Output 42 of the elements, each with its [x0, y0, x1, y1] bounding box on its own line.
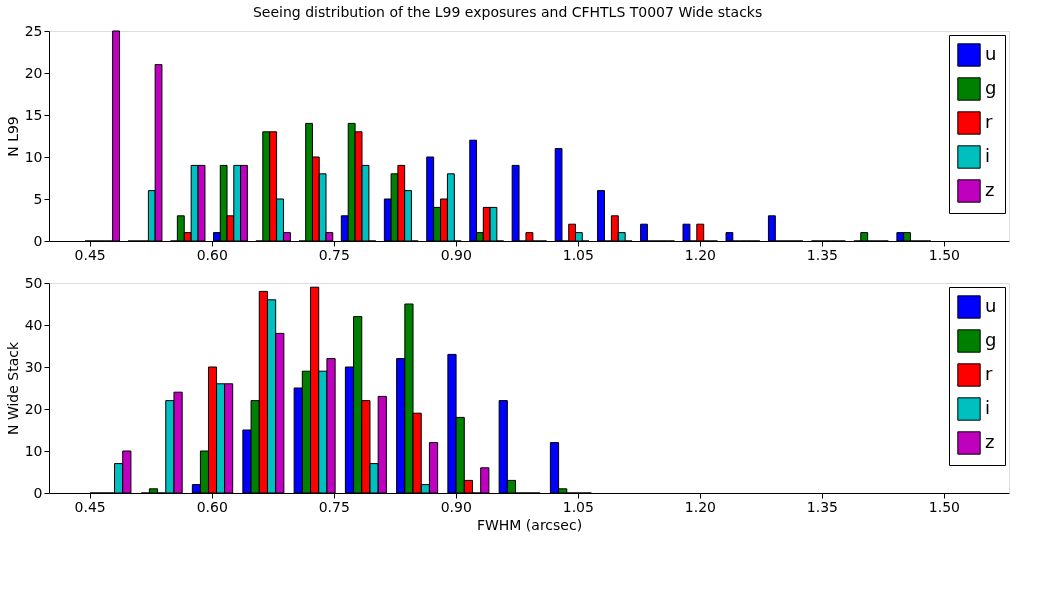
legend-label: z: [985, 431, 995, 452]
y-tick-label: 30: [24, 358, 43, 375]
x-tick-label: 0.90: [440, 498, 472, 515]
x-tick-label: 0.75: [318, 498, 350, 515]
y-axis-title: N L99: [4, 116, 21, 157]
y-axis-title: N Wide Stack: [4, 341, 21, 436]
x-tick-label: 0.75: [318, 246, 350, 263]
x-tick-label: 1.05: [562, 498, 594, 515]
x-tick-label: 1.35: [806, 498, 838, 515]
y-tick-label: 15: [24, 106, 43, 123]
y-tick-label: 10: [24, 148, 43, 165]
y-tick-label: 40: [24, 316, 43, 333]
chart-title: Seeing distribution of the L99 exposures and CFHTLS T0007 Wide stacks: [252, 3, 763, 20]
legend-label: r: [985, 111, 993, 132]
x-tick-label: 0.45: [74, 246, 106, 263]
x-tick-label: 0.60: [196, 246, 228, 263]
legend-label: i: [985, 397, 991, 418]
x-tick-label: 0.90: [440, 246, 472, 263]
x-tick-label: 0.45: [74, 498, 106, 515]
y-tick-label: 5: [33, 190, 43, 207]
legend-label: z: [985, 179, 995, 200]
x-tick-label: 1.20: [684, 246, 716, 263]
legend-label: g: [985, 329, 997, 350]
legend-label: r: [985, 363, 993, 384]
legend-label: u: [985, 295, 997, 316]
x-tick-label: 1.50: [928, 246, 960, 263]
x-tick-label: 1.35: [806, 246, 838, 263]
y-tick-label: 10: [24, 442, 43, 459]
legend-label: i: [985, 145, 991, 166]
y-tick-label: 25: [24, 22, 43, 39]
legend-label: u: [985, 43, 997, 64]
x-tick-label: 1.20: [684, 498, 716, 515]
x-tick-label: 1.05: [562, 246, 594, 263]
y-tick-label: 20: [24, 64, 43, 81]
x-tick-label: 0.60: [196, 498, 228, 515]
y-tick-label: 0: [33, 484, 43, 501]
y-tick-label: 0: [33, 232, 43, 249]
y-tick-label: 50: [24, 274, 43, 291]
y-tick-label: 20: [24, 400, 43, 417]
legend-label: g: [985, 77, 997, 98]
x-tick-label: 1.50: [928, 498, 960, 515]
x-axis-title: FWHM (arcsec): [476, 516, 583, 533]
